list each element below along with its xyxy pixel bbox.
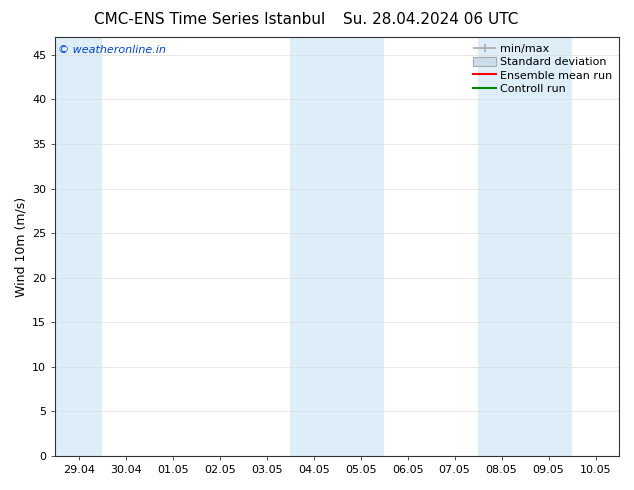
Legend: min/max, Standard deviation, Ensemble mean run, Controll run: min/max, Standard deviation, Ensemble me… [470,40,616,97]
Bar [290,37,337,456]
Bar [337,37,384,456]
Y-axis label: Wind 10m (m/s): Wind 10m (m/s) [15,196,28,296]
Text: © weatheronline.in: © weatheronline.in [58,46,166,55]
Text: Su. 28.04.2024 06 UTC: Su. 28.04.2024 06 UTC [344,12,519,27]
Bar [478,37,525,456]
Bar [525,37,572,456]
Bar [55,37,102,456]
Text: CMC-ENS Time Series Istanbul: CMC-ENS Time Series Istanbul [94,12,325,27]
